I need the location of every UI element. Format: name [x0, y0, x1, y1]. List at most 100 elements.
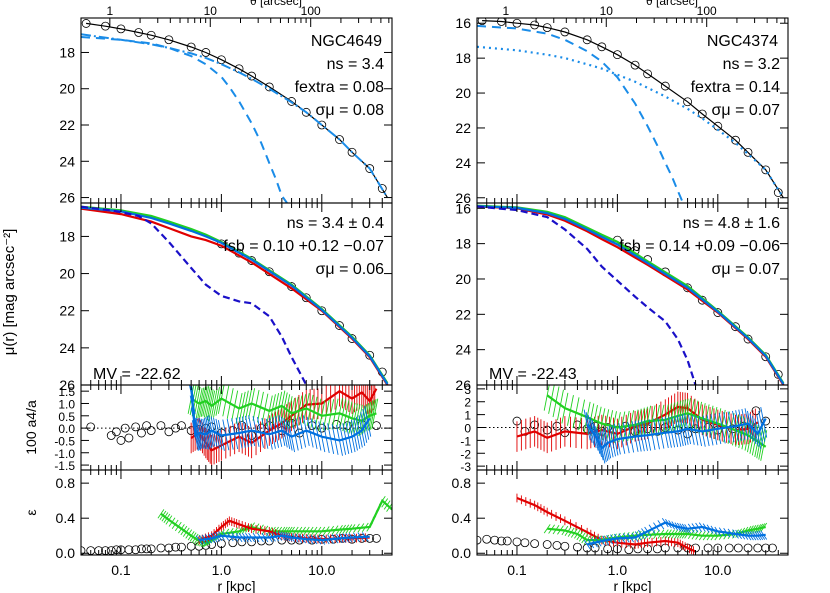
- plot-area: [477, 493, 777, 555]
- data-point: [542, 23, 552, 32]
- top-tick-label: 1: [107, 4, 114, 18]
- ytick-label: 18: [455, 50, 471, 66]
- annotation: σμ = 0.06: [316, 261, 385, 278]
- data-point: [761, 416, 771, 426]
- ytick-label: 0.8: [452, 475, 472, 491]
- x-axis-label: r [kpc]: [613, 578, 651, 593]
- data-points: [81, 19, 387, 193]
- data-point: [652, 544, 662, 554]
- data-point: [713, 308, 723, 317]
- xtick-label: 1.0: [608, 562, 628, 578]
- data-point: [652, 426, 662, 436]
- xtick-label: 0.1: [507, 562, 527, 578]
- ytick-label: 22: [59, 303, 75, 319]
- data-point: [372, 421, 381, 431]
- series-blue: [477, 205, 785, 385]
- ytick-label: 18: [59, 44, 75, 60]
- panel-ngc4374-ellipticity: 0.0 0.4 0.8 0.1 1.0 10.0 r [kpc]: [452, 469, 789, 593]
- ytick-label: 0.0: [452, 545, 472, 561]
- data-point: [560, 541, 570, 551]
- ytick-label: 20: [455, 85, 471, 101]
- data-point: [643, 69, 653, 79]
- data-point: [697, 109, 707, 119]
- ytick-label: 3: [464, 383, 471, 397]
- data-point: [497, 536, 506, 546]
- data-point: [552, 540, 562, 550]
- plot-area: [81, 19, 389, 203]
- data-point: [477, 535, 482, 545]
- annotation: ns = 3.4 ± 0.4: [287, 215, 384, 232]
- data-point: [552, 421, 562, 431]
- data-point: [164, 427, 174, 437]
- series-blue: [198, 534, 370, 542]
- annotation: ns = 3.4: [327, 56, 384, 73]
- panel-ngc4649-isophote-a4: -1.5-1.0-0.50.00.51.01.5 100 a4/a: [23, 384, 393, 473]
- annotation: MV = -22.62: [93, 366, 181, 383]
- ytick-label: 0.0: [56, 545, 76, 561]
- series-blue: [190, 386, 371, 442]
- data-point: [683, 97, 692, 107]
- data-point: [612, 50, 622, 60]
- data-point: [335, 321, 344, 330]
- ytick-label: 20: [455, 271, 471, 287]
- series-green: [190, 397, 377, 422]
- data-point: [761, 352, 771, 362]
- data-point: [247, 71, 257, 81]
- top-axis-label: θ [arcsec]: [250, 0, 302, 8]
- xtick-label: 0.1: [111, 562, 131, 578]
- data-point: [751, 406, 761, 416]
- data-point: [724, 543, 734, 553]
- ytick-label: -1: [460, 434, 471, 448]
- ytick-label: 22: [455, 120, 471, 136]
- data-point: [164, 35, 174, 45]
- data-point: [86, 422, 96, 432]
- series-solid-black: [482, 20, 784, 199]
- data-point: [156, 543, 166, 553]
- data-point: [301, 107, 311, 117]
- plot-area: [81, 205, 389, 385]
- data-points: [477, 18, 783, 197]
- data-point: [317, 120, 327, 130]
- ytick-label: 20: [59, 266, 75, 282]
- data-point: [597, 42, 607, 52]
- data-point: [116, 436, 126, 445]
- data-point: [630, 60, 640, 70]
- data-point: [137, 544, 146, 554]
- data-point: [131, 545, 141, 555]
- annotation: MV = -22.43: [489, 366, 577, 383]
- ytick-label: -2: [460, 447, 471, 461]
- annotation: ns = 3.2: [723, 56, 780, 73]
- data-point: [201, 48, 211, 57]
- ytick-label: 24: [455, 342, 471, 358]
- data-point: [624, 545, 634, 555]
- series-blue: [586, 521, 766, 546]
- data-point: [768, 543, 777, 553]
- annotation: fextra = 0.14: [691, 79, 780, 96]
- series-green: [477, 204, 785, 384]
- data-point: [124, 433, 134, 443]
- annotation: fextra = 0.08: [295, 79, 384, 96]
- series-red: [516, 496, 696, 553]
- data-point: [490, 535, 500, 545]
- annotation: ns = 4.8 ± 1.6: [683, 215, 780, 232]
- series-blue: [81, 206, 389, 385]
- annotation: fsb = 0.14 +0.09 −0.06: [619, 238, 780, 255]
- ytick-label: 26: [455, 377, 471, 393]
- panel-ylabel: 100 a4/a: [23, 400, 39, 455]
- ytick-label: 18: [59, 228, 75, 244]
- data-point: [743, 334, 753, 344]
- plot-area: [477, 18, 785, 203]
- annotation: NGC4374: [707, 33, 778, 50]
- data-point: [317, 423, 327, 433]
- axes-frame: [80, 469, 393, 556]
- ytick-label: 1: [464, 409, 471, 423]
- error-hatch-blue: [189, 385, 372, 456]
- shared-ylabel: μ(r) [mag arcsec⁻²]: [1, 229, 18, 356]
- data-point: [347, 334, 357, 343]
- panel-ylabel: ε: [23, 509, 39, 515]
- data-point: [137, 428, 146, 438]
- ytick-label: 22: [455, 306, 471, 322]
- data-point: [287, 97, 296, 106]
